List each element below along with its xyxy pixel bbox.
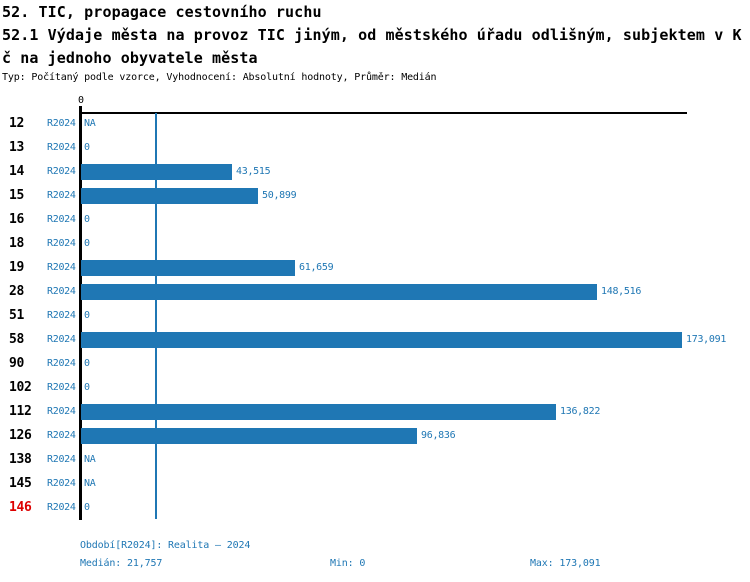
row-bar [81,284,597,300]
row-bar [81,332,682,348]
row-bar [81,260,295,276]
row-category-label: 126 [9,428,32,443]
row-series-label: R2024 [47,382,76,393]
median-line [155,113,157,519]
row-series-label: R2024 [47,358,76,369]
row-category-label: 146 [9,500,32,515]
row-category-label: 15 [9,188,25,203]
row-series-label: R2024 [47,262,76,273]
row-series-label: R2024 [47,190,76,201]
row-value-label: 43,515 [236,166,271,177]
footer-min: Min: 0 [330,558,366,569]
row-series-label: R2024 [47,406,76,417]
row-series-label: R2024 [47,454,76,465]
chart-row: 15 R2024 50,899 [0,184,750,208]
chart-row: 58 R2024 173,091 [0,328,750,352]
row-bar [81,164,232,180]
indicator-title-line1: 52.1 Výdaje města na provoz TIC jiným, o… [2,26,742,44]
footer-period: Období[R2024]: Realita – 2024 [80,540,251,551]
row-category-label: 112 [9,404,32,419]
chart-row: 19 R2024 61,659 [0,256,750,280]
chart-row: 90 R2024 0 [0,352,750,376]
row-value-label: 0 [84,238,90,249]
x-axis-line [79,112,687,114]
row-bar [81,428,417,444]
row-value-label: NA [84,118,96,129]
row-bar [81,188,258,204]
indicator-subtitle: Typ: Počítaný podle vzorce, Vyhodnocení:… [2,72,437,83]
row-category-label: 58 [9,332,25,347]
chart-row: 138 R2024 NA [0,448,750,472]
y-axis-line [79,106,82,520]
row-value-label: 148,516 [601,286,642,297]
row-category-label: 90 [9,356,25,371]
footer-median: Medián: 21,757 [80,558,163,569]
row-category-label: 102 [9,380,32,395]
row-series-label: R2024 [47,166,76,177]
row-series-label: R2024 [47,214,76,225]
row-category-label: 16 [9,212,25,227]
row-value-label: NA [84,478,96,489]
chart-row: 18 R2024 0 [0,232,750,256]
row-series-label: R2024 [47,478,76,489]
row-series-label: R2024 [47,142,76,153]
row-value-label: NA [84,454,96,465]
row-category-label: 145 [9,476,32,491]
row-category-label: 51 [9,308,25,323]
chart-row: 51 R2024 0 [0,304,750,328]
row-value-label: 0 [84,382,90,393]
row-category-label: 18 [9,236,25,251]
row-value-label: 0 [84,142,90,153]
row-category-label: 19 [9,260,25,275]
row-category-label: 13 [9,140,25,155]
report-header: 52. TIC, propagace cestovního ruchu 52.1… [2,1,750,84]
row-series-label: R2024 [47,310,76,321]
chart-row: 12 R2024 NA [0,112,750,136]
report-title: 52. TIC, propagace cestovního ruchu [2,3,322,21]
indicator-title-line2: č na jednoho obyvatele města [2,49,258,67]
chart-row: 126 R2024 96,836 [0,424,750,448]
row-value-label: 0 [84,502,90,513]
row-value-label: 0 [84,310,90,321]
chart-row: 112 R2024 136,822 [0,400,750,424]
row-series-label: R2024 [47,286,76,297]
row-value-label: 50,899 [262,190,297,201]
chart-row: 146 R2024 0 [0,496,750,520]
row-series-label: R2024 [47,430,76,441]
x-axis-tick-label-zero: 0 [77,95,85,106]
row-value-label: 136,822 [560,406,601,417]
row-series-label: R2024 [47,334,76,345]
chart-row: 145 R2024 NA [0,472,750,496]
chart-row: 14 R2024 43,515 [0,160,750,184]
row-value-label: 0 [84,214,90,225]
row-series-label: R2024 [47,238,76,249]
row-category-label: 14 [9,164,25,179]
chart-row: 13 R2024 0 [0,136,750,160]
row-series-label: R2024 [47,502,76,513]
row-value-label: 173,091 [686,334,727,345]
row-value-label: 0 [84,358,90,369]
row-value-label: 61,659 [299,262,334,273]
chart-row: 28 R2024 148,516 [0,280,750,304]
row-bar [81,404,556,420]
row-series-label: R2024 [47,118,76,129]
chart-row: 16 R2024 0 [0,208,750,232]
row-category-label: 12 [9,116,25,131]
footer-max: Max: 173,091 [530,558,601,569]
row-value-label: 96,836 [421,430,456,441]
row-category-label: 138 [9,452,32,467]
row-category-label: 28 [9,284,25,299]
chart-row: 102 R2024 0 [0,376,750,400]
